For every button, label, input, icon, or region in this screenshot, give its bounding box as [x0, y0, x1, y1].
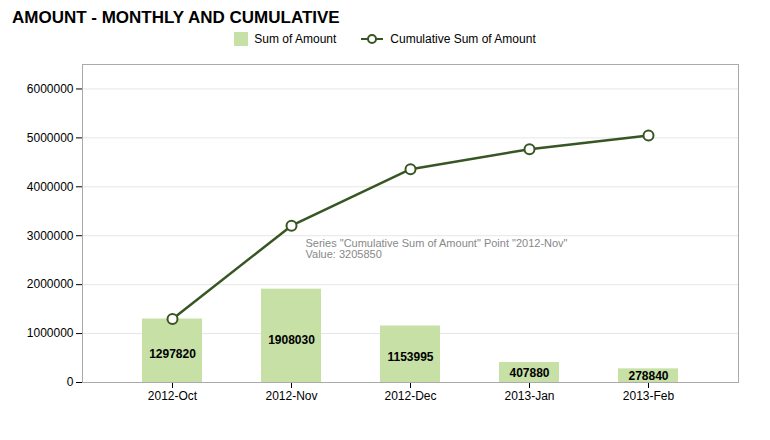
svg-text:5000000: 5000000: [27, 131, 74, 145]
svg-text:6000000: 6000000: [27, 82, 74, 96]
svg-text:2000000: 2000000: [27, 277, 74, 291]
svg-text:3000000: 3000000: [27, 229, 74, 243]
svg-text:1297820: 1297820: [149, 347, 196, 361]
svg-text:2012-Dec: 2012-Dec: [384, 389, 436, 403]
svg-text:1908030: 1908030: [268, 333, 315, 347]
svg-text:2013-Jan: 2013-Jan: [504, 389, 554, 403]
svg-text:1000000: 1000000: [27, 326, 74, 340]
svg-text:278840: 278840: [628, 369, 668, 383]
svg-text:407880: 407880: [509, 366, 549, 380]
svg-text:4000000: 4000000: [27, 180, 74, 194]
svg-text:2012-Nov: 2012-Nov: [265, 389, 317, 403]
html-text:Sum of Amount: Sum of Amount: [254, 32, 337, 46]
svg-text:2013-Feb: 2013-Feb: [623, 389, 675, 403]
svg-text:Series "Cumulative Sum of Amou: Series "Cumulative Sum of Amount" Point …: [306, 237, 568, 260]
svg-text:1153995: 1153995: [387, 350, 433, 364]
html-text:Cumulative Sum of Amount: Cumulative Sum of Amount: [390, 32, 536, 46]
svg-text:0: 0: [67, 375, 74, 389]
html-text:AMOUNT - MONTHLY AND CUMULATIV: AMOUNT - MONTHLY AND CUMULATIVE: [12, 8, 340, 27]
svg-text:2012-Oct: 2012-Oct: [148, 389, 198, 403]
